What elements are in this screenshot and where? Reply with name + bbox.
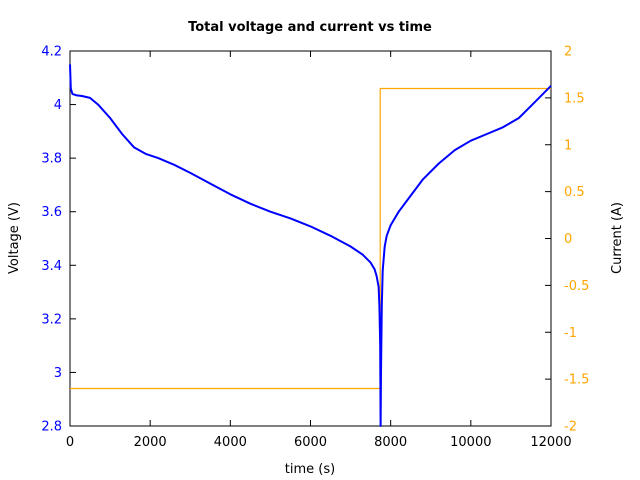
y-right-tick-label: -1: [564, 326, 577, 341]
plot-area: [69, 50, 552, 427]
y-left-tick-label: 4: [54, 98, 62, 113]
y-axis-left-label: Voltage (V): [7, 202, 22, 274]
y-right-tick-label: 1: [564, 138, 572, 153]
y-right-tick-label: 0: [564, 232, 572, 247]
y-left-tick-label: 4.2: [41, 45, 62, 60]
x-tick-label: 6000: [294, 435, 327, 450]
voltage-series-line: [69, 64, 552, 427]
x-tick-label: 2000: [134, 435, 167, 450]
y-right-tick-label: -2: [564, 420, 577, 435]
y-axis-right-label: Current (A): [610, 202, 625, 274]
current-series-line: [70, 87, 551, 390]
x-tick-label: 4000: [214, 435, 247, 450]
y-left-tick-label: 3.6: [41, 205, 62, 220]
y-left-tick-label: 3.2: [41, 312, 62, 327]
y-left-tick-label: 3.8: [41, 152, 62, 167]
y-right-tick-label: 2: [564, 45, 572, 60]
x-tick-label: 0: [66, 435, 74, 450]
x-tick-label: 8000: [374, 435, 407, 450]
y-right-tick-label: 1.5: [564, 91, 585, 106]
y-left-tick-label: 2.8: [41, 420, 62, 435]
x-tick-label: 12000: [530, 435, 571, 450]
chart-title: Total voltage and current vs time: [188, 20, 432, 35]
y-axis-right: -2 -1.5 -1 -0.5 0 0.5 1 1.5 2: [545, 45, 589, 435]
x-axis: 0 2000 4000 6000 8000 10000 12000: [66, 51, 572, 450]
x-tick-label: 10000: [450, 435, 491, 450]
y-axis-left: 2.8 3 3.2 3.4 3.6 3.8 4 4.2: [41, 45, 76, 435]
y-left-tick-label: 3: [54, 366, 62, 381]
y-right-tick-label: -0.5: [564, 279, 589, 294]
y-right-tick-label: -1.5: [564, 373, 589, 388]
x-axis-label: time (s): [285, 462, 335, 477]
y-right-tick-label: 0.5: [564, 185, 585, 200]
series-layer: [69, 64, 552, 427]
y-left-tick-label: 3.4: [41, 259, 62, 274]
